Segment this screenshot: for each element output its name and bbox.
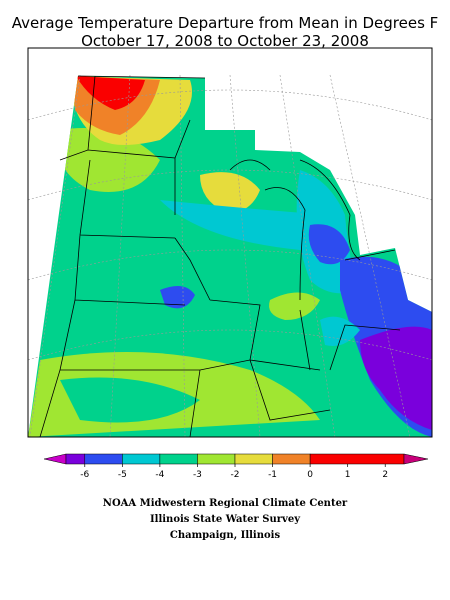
colorbar-tick-label: -6: [80, 470, 89, 480]
credit-line: NOAA Midwestern Regional Climate Center: [103, 498, 348, 509]
colorbar-segment: [234, 453, 273, 465]
credit-line: Illinois State Water Survey: [150, 514, 301, 525]
title-line: Average Temperature Departure from Mean …: [12, 14, 439, 32]
colorbar-tick-label: 2: [382, 470, 388, 480]
colorbar-tick-label: 0: [307, 470, 313, 480]
title-line: October 17, 2008 to October 23, 2008: [81, 32, 369, 50]
colorbar-segment: [122, 453, 161, 465]
colorbar-tick-label: 1: [345, 470, 351, 480]
colorbar-tick-label: -2: [231, 470, 240, 480]
colorbar-arrow: [43, 453, 67, 465]
colorbar-segment: [84, 453, 123, 465]
colorbar-segment: [272, 453, 311, 465]
colorbar-segment: [65, 453, 86, 465]
map: [27, 47, 433, 438]
colorbar-tick-label: -1: [268, 470, 277, 480]
credit-line: Champaign, Illinois: [170, 530, 281, 541]
colorbar-arrow: [403, 453, 429, 465]
colorbar-segment: [159, 453, 198, 465]
colorbar-segment: [309, 453, 405, 465]
colorbar-segment: [197, 453, 236, 465]
colorbar-tick-label: -4: [155, 470, 164, 480]
colorbar-tick-label: -5: [118, 470, 127, 480]
colorbar-tick-label: -3: [193, 470, 202, 480]
colorbar: -6 -5 -4 -3 -2 -1 0 1 2: [43, 453, 429, 480]
